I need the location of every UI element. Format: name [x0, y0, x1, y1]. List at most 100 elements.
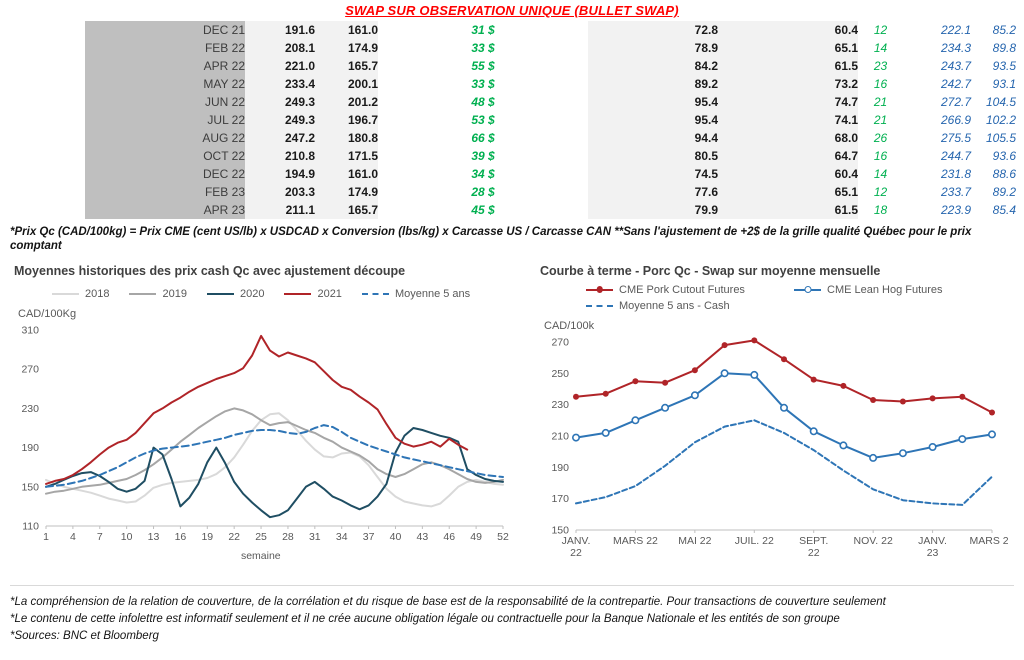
table-row: JUN 22 249.3 201.2 48 $95.4 74.7 21 272.7 104.5	[85, 93, 1016, 111]
value-cell: 89.2	[588, 75, 718, 93]
value-cell: 68.0	[718, 129, 858, 147]
svg-text:250: 250	[551, 368, 569, 380]
svg-text:22: 22	[808, 547, 820, 559]
value-cell: 16	[873, 149, 888, 163]
page-footnotes: *La compréhension de la relation de couv…	[10, 584, 1014, 646]
value-cell: 180.8	[315, 129, 378, 147]
legend-label: 2019	[162, 287, 187, 300]
value-cell: 210.8	[245, 147, 315, 165]
value-cell: 64.7	[718, 147, 858, 165]
line-swatch-2021	[284, 292, 312, 295]
svg-text:1: 1	[43, 531, 49, 543]
value-cell: 39 $	[378, 147, 588, 165]
value-cell: 34 $	[378, 165, 588, 183]
legend-label: 2020	[239, 287, 265, 300]
month-cell: DEC 21	[85, 21, 245, 39]
svg-text:MAI 22: MAI 22	[678, 535, 711, 547]
right-chart-y-unit: CAD/100k	[544, 319, 595, 332]
swap-table-body: DEC 21 191.6 161.0 31 $72.8 60.4 12 222.1 85.2 F…	[85, 21, 1016, 219]
swap-table: DEC 21 191.6 161.0 31 $72.8 60.4 12 222.1 85.2 F…	[85, 21, 1016, 219]
value-cell: 201.2	[315, 93, 378, 111]
value-cell: 208.1	[245, 39, 315, 57]
value-cell: 200.1	[315, 75, 378, 93]
right-chart-legend: CME Pork Cutout Futures CME Lean Hog Fut…	[586, 284, 1024, 312]
svg-text:110: 110	[22, 520, 39, 532]
value-cell: 249.3	[245, 93, 315, 111]
value-cell: 77.6	[588, 183, 718, 201]
svg-text:210: 210	[551, 430, 569, 442]
value-cell: 85.2	[992, 23, 1016, 37]
svg-text:34: 34	[336, 531, 348, 543]
value-cell: 243.7	[940, 59, 971, 73]
month-cell: AUG 22	[85, 129, 245, 147]
charts-section: Moyennes historiques des prix cash Qc av…	[0, 264, 1024, 575]
table-row: AUG 22 247.2 180.8 66 $94.4 68.0 26 275.5 105.5	[85, 129, 1016, 147]
svg-text:23: 23	[927, 547, 939, 559]
svg-text:190: 190	[551, 462, 569, 474]
table-row: DEC 21 191.6 161.0 31 $72.8 60.4 12 222.1 85.2	[85, 21, 1016, 39]
footnote-line: *Sources: BNC et Bloomberg	[10, 630, 159, 643]
svg-text:22: 22	[228, 531, 240, 543]
value-cell: 174.9	[315, 39, 378, 57]
value-cell: 45 $	[378, 201, 588, 219]
legend-item-2020: 2020	[206, 287, 265, 300]
svg-text:190: 190	[21, 442, 39, 454]
line-swatch-2020	[206, 292, 234, 295]
value-cell: 65.1	[718, 183, 858, 201]
svg-text:JANV.: JANV.	[562, 535, 591, 547]
svg-text:52: 52	[497, 531, 509, 543]
svg-text:310: 310	[21, 324, 39, 336]
value-cell: 16	[873, 77, 888, 91]
value-cell: 249.3	[245, 111, 315, 129]
value-cell: 275.5	[940, 131, 971, 145]
value-cell: 18	[873, 203, 888, 217]
value-cell: 84.2	[588, 57, 718, 75]
table-row: APR 22 221.0 165.7 55 $84.2 61.5 23 243.7 93.5	[85, 57, 1016, 75]
svg-text:270: 270	[21, 363, 39, 375]
value-cell: 73.2	[718, 75, 858, 93]
value-cell: 94.4	[588, 129, 718, 147]
value-cell: 23	[873, 59, 888, 73]
left-chart-legend: 2018 2019 2020 2021 Moyenne 5 ans	[52, 288, 528, 300]
line-swatch-moyenne	[361, 292, 389, 295]
line-swatch-pork-cutout	[586, 288, 613, 291]
value-cell: 233.4	[245, 75, 315, 93]
value-cell: 165.7	[315, 201, 378, 219]
value-cell: 171.5	[315, 147, 378, 165]
value-cell: 266.9	[940, 113, 971, 127]
legend-item-moyenne-5-ans: Moyenne 5 ans	[361, 287, 471, 300]
value-cell: 12	[873, 185, 888, 199]
footnote-line: *La compréhension de la relation de couv…	[10, 595, 886, 608]
legend-label: 2018	[85, 287, 110, 300]
value-cell: 74.7	[718, 93, 858, 111]
svg-text:MARS 23: MARS 23	[970, 535, 1008, 547]
line-swatch-moyenne-cash	[586, 304, 613, 307]
svg-text:semaine: semaine	[241, 550, 281, 562]
value-cell: 93.1	[992, 77, 1016, 91]
value-cell: 95.4	[588, 111, 718, 129]
value-cell: 60.4	[718, 165, 858, 183]
right-chart-title: Courbe à terme - Porc Qc - Swap sur moye…	[540, 263, 881, 278]
value-cell: 105.5	[985, 131, 1016, 145]
svg-text:MARS 22: MARS 22	[613, 535, 658, 547]
svg-text:49: 49	[470, 531, 482, 543]
svg-text:37: 37	[363, 531, 375, 543]
legend-item-lean-hog: CME Lean Hog Futures	[794, 284, 943, 296]
value-cell: 65.1	[718, 39, 858, 57]
value-cell: 48 $	[378, 93, 588, 111]
legend-item-2021: 2021	[284, 288, 342, 300]
legend-label: Moyenne 5 ans	[394, 287, 471, 300]
table-row: DEC 22 194.9 161.0 34 $74.5 60.4 14 231.8 88.6	[85, 165, 1016, 183]
month-cell: APR 23	[85, 201, 245, 219]
value-cell: 88.6	[992, 167, 1016, 181]
svg-text:46: 46	[443, 531, 455, 543]
value-cell: 102.2	[985, 113, 1016, 127]
svg-text:10: 10	[121, 531, 133, 543]
value-cell: 196.7	[315, 111, 378, 129]
value-cell: 26	[873, 131, 888, 145]
legend-item-2019: 2019	[129, 287, 187, 300]
value-cell: 203.3	[245, 183, 315, 201]
value-cell: 174.9	[315, 183, 378, 201]
month-cell: FEB 22	[85, 39, 245, 57]
